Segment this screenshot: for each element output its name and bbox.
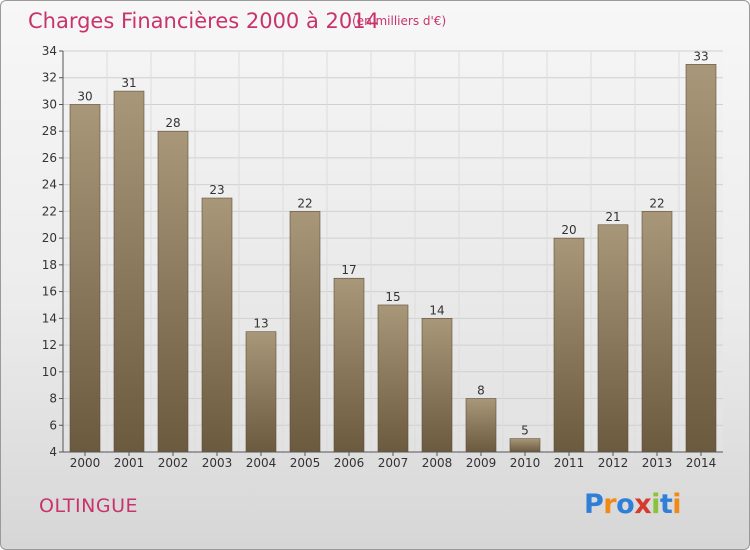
y-tick-label: 18 [42, 258, 57, 272]
bar-value-label: 22 [649, 196, 664, 210]
y-tick-label: 10 [42, 365, 57, 379]
bar-value-label: 21 [605, 210, 620, 224]
bar-value-label: 8 [477, 384, 485, 398]
bar-value-label: 14 [429, 303, 444, 317]
bar-value-label: 33 [693, 49, 708, 63]
x-tick-label: 2011 [554, 456, 585, 470]
x-tick-label: 2003 [202, 456, 233, 470]
y-tick-label: 6 [49, 418, 57, 432]
logo-letter: P [584, 489, 604, 520]
y-tick-label: 20 [42, 231, 57, 245]
bar-2007 [377, 304, 409, 453]
bar-2003 [201, 197, 233, 453]
bar-2009 [465, 398, 497, 453]
bar-value-label: 17 [341, 263, 356, 277]
bar-value-label: 15 [385, 290, 400, 304]
y-tick-label: 30 [42, 97, 57, 111]
y-tick-label: 24 [42, 178, 57, 192]
y-tick-label: 4 [49, 445, 57, 459]
commune-name: OLTINGUE [39, 495, 138, 517]
y-tick-label: 28 [42, 124, 57, 138]
logo-letter: x [634, 489, 652, 520]
logo-letter: i [672, 489, 682, 520]
x-tick-label: 2014 [686, 456, 717, 470]
x-tick-label: 2009 [466, 456, 497, 470]
bar-value-label: 22 [297, 196, 312, 210]
x-tick-label: 2000 [70, 456, 101, 470]
bar-value-label: 20 [561, 223, 576, 237]
proxiti-logo[interactable]: Proxiti [584, 489, 682, 520]
x-tick-label: 2010 [510, 456, 541, 470]
bar-value-label: 31 [121, 76, 136, 90]
bar-value-label: 23 [209, 183, 224, 197]
bar-2012 [597, 224, 629, 453]
logo-letter: t [659, 489, 673, 520]
y-tick-label: 12 [42, 338, 57, 352]
x-tick-label: 2013 [642, 456, 673, 470]
bar-value-label: 13 [253, 317, 268, 331]
bar-value-label: 28 [165, 116, 180, 130]
bar-2010 [509, 438, 541, 453]
x-tick-label: 2002 [158, 456, 189, 470]
bar-2014 [685, 64, 717, 453]
y-tick-label: 22 [42, 204, 57, 218]
y-tick-label: 26 [42, 151, 57, 165]
bar-value-label: 30 [77, 89, 92, 103]
y-tick-label: 8 [49, 392, 57, 406]
bar-2000 [69, 104, 101, 453]
chart-title: Charges Financières 2000 à 2014 [28, 9, 379, 33]
logo-letter: r [603, 489, 617, 520]
y-tick-label: 34 [42, 44, 57, 58]
x-tick-label: 2005 [290, 456, 321, 470]
bar-2005 [289, 211, 321, 453]
bar-2011 [553, 237, 585, 453]
x-tick-label: 2008 [422, 456, 453, 470]
bar-2008 [421, 318, 453, 453]
x-tick-label: 2004 [246, 456, 277, 470]
y-tick-label: 32 [42, 71, 57, 85]
bar-2006 [333, 277, 365, 453]
y-tick-label: 16 [42, 285, 57, 299]
x-tick-label: 2007 [378, 456, 409, 470]
x-tick-label: 2012 [598, 456, 629, 470]
logo-letter: o [616, 489, 635, 520]
bar-2001 [113, 90, 145, 453]
logo-letter: i [651, 489, 660, 520]
bar-2004 [245, 331, 277, 453]
x-tick-label: 2006 [334, 456, 365, 470]
x-tick-label: 2001 [114, 456, 145, 470]
bar-value-label: 5 [521, 424, 529, 438]
y-tick-label: 14 [42, 311, 57, 325]
bar-2013 [641, 211, 673, 453]
chart-subtitle: (en milliers d'€) [352, 14, 447, 28]
bar-2002 [157, 130, 189, 453]
